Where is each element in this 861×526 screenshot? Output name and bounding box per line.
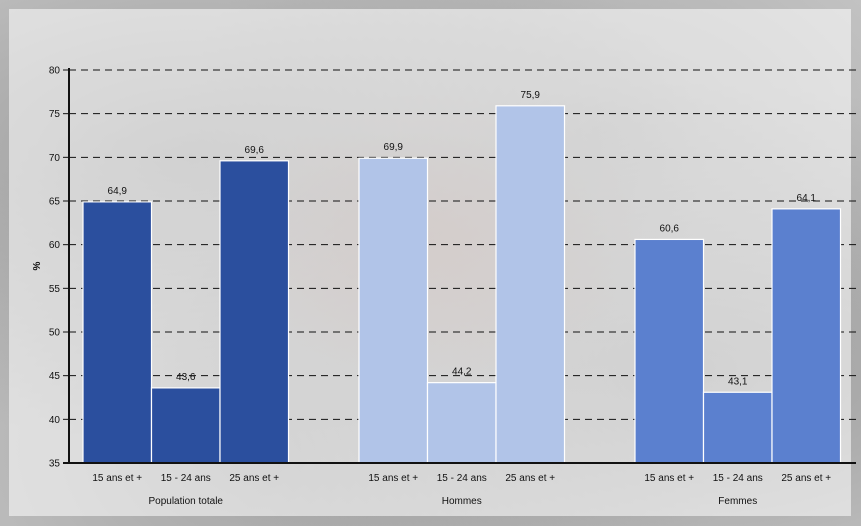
bar-value-label: 60,6 — [660, 223, 680, 234]
group-label: Population totale — [148, 496, 223, 507]
bar — [358, 157, 429, 464]
bar-value-label: 43,1 — [728, 376, 748, 387]
x-category-label: 15 ans et + — [368, 473, 418, 484]
bar — [702, 391, 773, 464]
bar — [82, 201, 153, 464]
bar — [219, 160, 290, 464]
bar — [771, 208, 842, 464]
y-tick-label: 75 — [49, 109, 61, 120]
y-tick-label: 65 — [49, 197, 61, 208]
bar-value-label: 43,6 — [176, 372, 196, 383]
bar — [634, 238, 705, 464]
bar — [150, 387, 221, 464]
bar — [426, 382, 497, 464]
x-category-label: 25 ans et + — [505, 473, 555, 484]
bar-value-label: 64,1 — [797, 193, 817, 204]
x-category-label: 15 - 24 ans — [161, 473, 211, 484]
x-category-label: 25 ans et + — [229, 473, 279, 484]
group-label: Hommes — [442, 496, 482, 507]
bar — [495, 105, 566, 464]
x-category-label: 15 - 24 ans — [713, 473, 763, 484]
x-category-label: 25 ans et + — [781, 473, 831, 484]
y-tick-label: 40 — [49, 415, 61, 426]
bar-value-label: 44,2 — [452, 367, 472, 378]
y-tick-label: 45 — [49, 371, 61, 382]
y-tick-label: 60 — [49, 240, 61, 251]
bar-value-label: 69,9 — [384, 142, 404, 153]
x-category-label: 15 - 24 ans — [437, 473, 487, 484]
group-label: Femmes — [718, 496, 757, 507]
x-category-label: 15 ans et + — [92, 473, 142, 484]
y-tick-label: 55 — [49, 284, 61, 295]
y-tick-label: 80 — [49, 66, 61, 77]
bar-value-label: 64,9 — [108, 186, 128, 197]
y-axis-label: % — [32, 261, 43, 270]
bar-value-label: 75,9 — [521, 90, 541, 101]
bar-value-label: 69,6 — [245, 145, 265, 156]
y-tick-label: 70 — [49, 153, 61, 164]
y-tick-label: 50 — [49, 328, 61, 339]
y-tick-label: 35 — [49, 459, 61, 470]
x-category-label: 15 ans et + — [644, 473, 694, 484]
